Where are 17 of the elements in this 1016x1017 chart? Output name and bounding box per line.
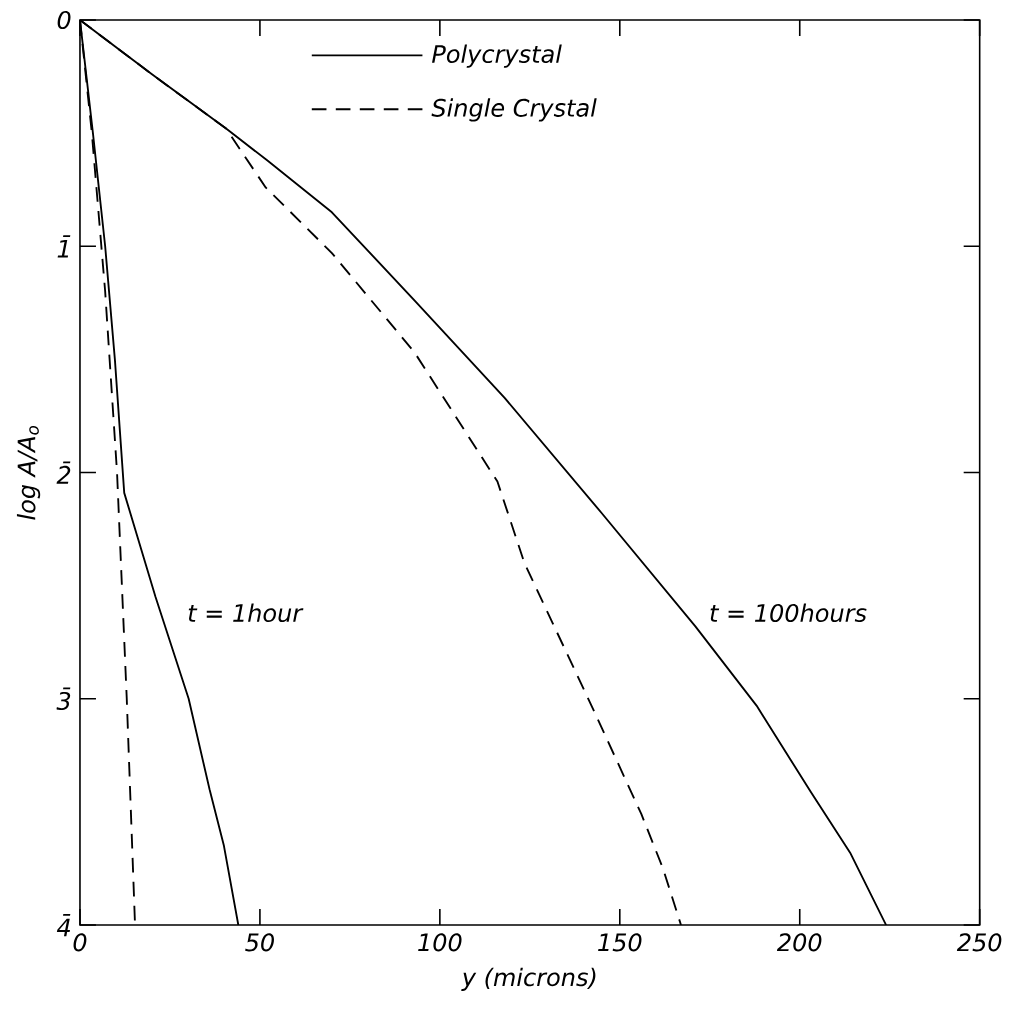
x-tick-label: 150 — [598, 933, 642, 952]
y-axis-title: log A/A$_{o}$ — [17, 425, 41, 520]
y-tick-label: 2̄ — [56, 461, 71, 484]
y-tick-label: 0 — [57, 10, 71, 30]
y-tick-label: 1̄ — [57, 235, 71, 258]
x-tick-label: 50 — [245, 933, 275, 952]
legend-label: Single Crystal — [431, 98, 597, 122]
x-tick-label: 200 — [777, 933, 822, 952]
legend-label: Polycrystal — [432, 44, 562, 68]
y-tick-label: 3̄ — [56, 687, 71, 711]
x-tick-label: 250 — [957, 933, 1002, 952]
y-tick-label: 4̄ — [57, 913, 71, 937]
annotation: t = 100hours — [710, 603, 867, 623]
x-axis-title: y (microns) — [461, 967, 596, 991]
x-tick-label: 100 — [418, 933, 462, 952]
x-tick-label: 0 — [73, 933, 87, 952]
annotation: t = 1hour — [188, 603, 304, 623]
